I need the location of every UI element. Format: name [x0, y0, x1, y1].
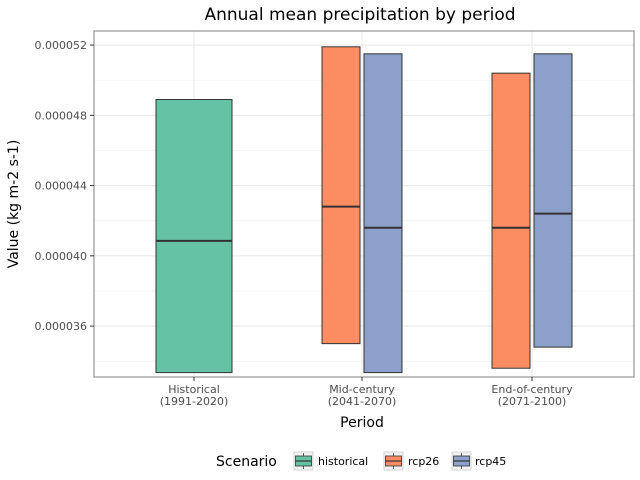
box-historical	[155, 98, 233, 374]
x-axis-title: Period	[340, 415, 384, 431]
y-axis-title: Value (kg m-2 s-1)	[6, 140, 22, 269]
x-tick-label-period: (2041-2070)	[328, 395, 397, 408]
x-tick-label-period: (2071-2100)	[498, 395, 567, 408]
legend-title: Scenario	[216, 454, 277, 470]
legend-label-rcp45: rcp45	[475, 455, 506, 468]
y-axis: 0.000036 0.000040 0.000044 0.000048 0.000052	[35, 39, 94, 333]
box-rcp26	[321, 46, 361, 345]
y-tick-label: 0.000040	[35, 250, 88, 263]
y-tick-label: 0.000036	[35, 320, 88, 333]
y-tick-label: 0.000044	[35, 180, 88, 193]
box-rcp45	[533, 53, 573, 348]
plot-border	[93, 30, 635, 378]
legend-label-historical: historical	[318, 455, 368, 468]
box-rcp45	[363, 53, 403, 374]
x-tick-label-period: (1991-2020)	[160, 395, 229, 408]
legend: Scenario historical rcp26 rcp45	[216, 451, 506, 471]
x-tick-label: Mid-century	[329, 383, 395, 396]
y-tick-label: 0.000052	[35, 39, 88, 52]
x-axis: Historical(1991-2020) Mid-century(2041-20…	[160, 377, 573, 408]
chart-title: Annual mean precipitation by period	[204, 5, 515, 25]
box-rcp26	[491, 72, 531, 369]
boxes	[155, 46, 573, 374]
legend-label-rcp26: rcp26	[408, 455, 439, 468]
x-tick-label: Historical	[168, 383, 220, 396]
x-tick-label: End-of-century	[491, 383, 573, 396]
y-tick-label: 0.000048	[35, 109, 88, 122]
